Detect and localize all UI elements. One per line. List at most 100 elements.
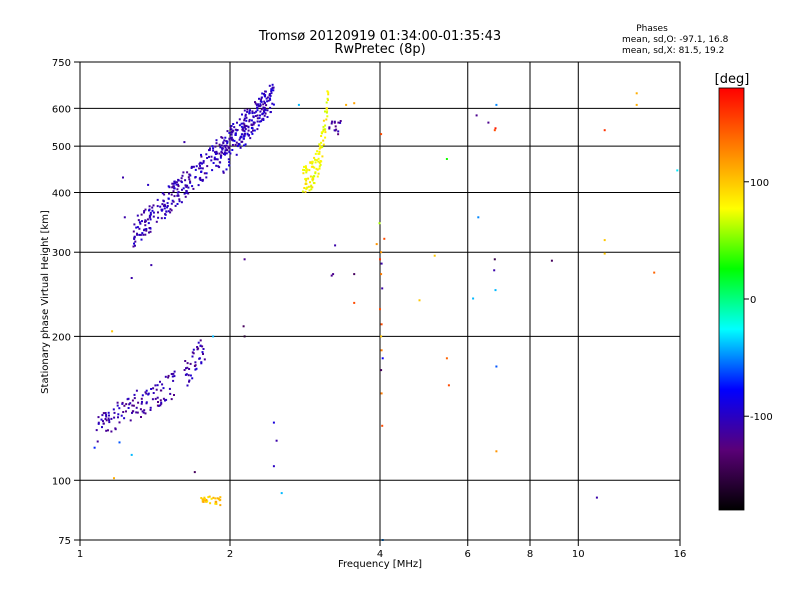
data-point: [320, 160, 323, 163]
data-point: [260, 98, 263, 101]
stats-line-x: mean, sd,X: 81.5, 19.2: [622, 46, 724, 56]
data-point: [215, 500, 218, 503]
data-point: [141, 220, 143, 223]
data-point: [250, 123, 253, 126]
data-point: [381, 287, 384, 290]
data-point: [313, 156, 316, 159]
data-point: [493, 258, 496, 261]
data-point: [230, 128, 233, 131]
data-point: [234, 128, 237, 131]
data-point: [173, 375, 176, 378]
data-point: [353, 102, 356, 105]
data-point: [116, 404, 119, 407]
data-point: [122, 176, 124, 179]
data-point: [236, 145, 239, 148]
data-point: [325, 118, 328, 121]
data-point: [261, 118, 264, 121]
data-point: [132, 245, 135, 248]
data-point: [130, 453, 133, 456]
data-point: [311, 178, 314, 181]
data-point: [172, 372, 175, 375]
data-point: [165, 210, 168, 213]
data-point: [252, 129, 254, 132]
x-tick-label: 2: [227, 549, 233, 560]
data-point: [186, 384, 189, 387]
data-point: [326, 110, 329, 113]
data-point: [335, 128, 338, 131]
data-point: [197, 341, 200, 344]
data-point: [493, 269, 496, 272]
data-point: [380, 251, 383, 254]
data-point: [164, 213, 167, 216]
data-point: [309, 161, 312, 164]
data-point: [181, 174, 184, 177]
data-point: [265, 97, 268, 100]
data-point: [151, 398, 154, 401]
data-point: [191, 185, 194, 188]
data-point: [162, 397, 165, 400]
data-point: [475, 114, 478, 117]
data-point: [327, 93, 330, 96]
data-point: [238, 118, 241, 121]
data-point: [150, 264, 153, 267]
x-axis-ticks: 1 2 4 6 8 10 16: [77, 540, 686, 560]
data-point: [176, 188, 179, 191]
data-point: [202, 500, 205, 503]
data-point: [249, 109, 251, 112]
data-point: [136, 226, 139, 229]
data-point: [495, 450, 498, 453]
data-point: [263, 110, 265, 113]
colorbar: [deg] 100 0 -100: [715, 72, 773, 511]
data-point: [353, 273, 356, 276]
data-point: [199, 176, 202, 179]
data-point: [334, 125, 337, 128]
data-point: [238, 138, 241, 141]
data-point: [220, 136, 223, 139]
data-point: [172, 182, 175, 185]
data-point: [245, 116, 248, 119]
data-point: [174, 204, 177, 207]
data-point: [194, 176, 197, 178]
data-point: [152, 211, 155, 214]
data-point: [330, 122, 333, 125]
data-point: [445, 158, 448, 160]
data-point: [157, 401, 159, 403]
data-point: [167, 374, 170, 377]
data-point: [172, 379, 175, 382]
data-point: [110, 417, 113, 420]
data-point: [170, 209, 173, 212]
data-point: [259, 103, 262, 106]
data-point: [189, 362, 192, 365]
y-tick-label: 400: [52, 188, 71, 199]
data-point: [193, 471, 196, 474]
x-tick-label: 10: [572, 549, 585, 560]
data-point: [137, 219, 140, 222]
data-point: [203, 172, 206, 175]
data-point: [216, 152, 219, 155]
data-point: [378, 222, 381, 225]
data-point: [215, 139, 218, 142]
data-point: [165, 398, 168, 401]
data-point: [267, 99, 270, 102]
data-point: [113, 411, 116, 414]
x-tick-label: 8: [527, 549, 533, 560]
data-point: [304, 165, 307, 168]
data-point: [603, 239, 606, 242]
data-point: [337, 121, 340, 124]
y-tick-label: 500: [52, 142, 71, 153]
data-point: [325, 101, 328, 104]
data-point: [97, 421, 100, 424]
data-point: [381, 424, 384, 427]
data-point: [233, 126, 236, 129]
data-point: [211, 145, 214, 148]
data-point: [148, 227, 151, 229]
data-point: [192, 165, 195, 168]
data-point: [205, 172, 208, 175]
data-point: [147, 393, 150, 396]
data-point: [266, 96, 269, 99]
data-point: [107, 417, 110, 420]
data-point: [126, 398, 129, 401]
data-point: [311, 160, 314, 163]
data-point: [380, 349, 383, 352]
data-point: [243, 126, 246, 129]
